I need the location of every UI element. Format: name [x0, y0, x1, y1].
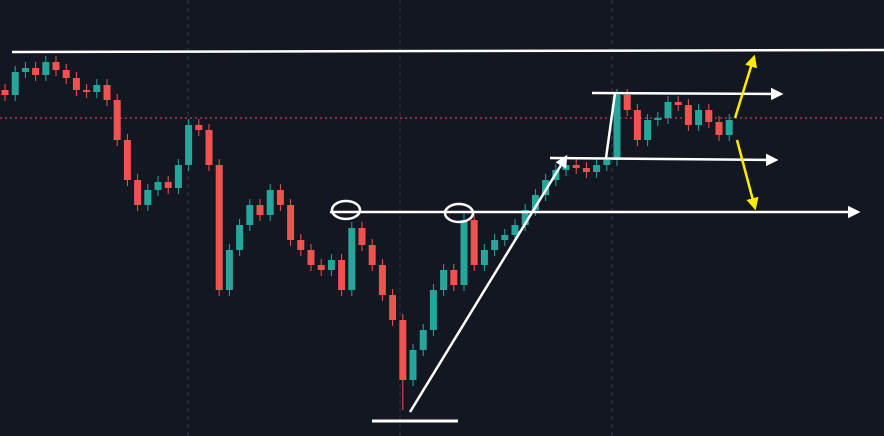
candle-body [654, 118, 662, 120]
candle-body [256, 205, 264, 215]
candle-body [644, 120, 652, 140]
candle-body [1, 90, 9, 95]
candle-body [164, 182, 172, 188]
candle-body [531, 195, 539, 210]
candle-body [134, 180, 142, 205]
up-arrow [733, 54, 757, 119]
candle-body [338, 260, 346, 290]
candle-body [633, 110, 641, 140]
candle-body [348, 228, 356, 290]
candle-body [470, 220, 478, 265]
candle-body [287, 205, 295, 240]
candle-body [440, 270, 448, 290]
candle-body [144, 190, 152, 205]
candle-body [480, 250, 488, 265]
candle-body [562, 165, 570, 170]
candle-body [225, 250, 233, 290]
level-arrow [549, 153, 779, 167]
candle-body [317, 265, 325, 270]
annotations [11, 48, 884, 423]
candle-body [42, 62, 50, 75]
candle-body [236, 225, 244, 250]
candle-body [664, 102, 672, 118]
candle-body [358, 228, 366, 245]
candle-body [113, 100, 121, 140]
candle-body [613, 95, 621, 160]
candle-body [185, 125, 193, 165]
candle-body [154, 182, 162, 190]
candle-body [623, 95, 631, 110]
candle-body [52, 62, 60, 70]
candle-body [368, 245, 376, 265]
marker-ellipse [330, 199, 362, 221]
breakout-line [604, 92, 617, 159]
projection-arrows [733, 54, 759, 211]
candle-body [603, 160, 611, 165]
resistance-line [11, 48, 884, 54]
candle-body [419, 330, 427, 350]
candle-body [195, 125, 203, 130]
marker-ellipse [443, 202, 475, 224]
candle-body [542, 180, 550, 195]
candle-body [582, 168, 590, 172]
candle-body [572, 165, 580, 168]
candle-body [307, 250, 315, 265]
candle-body [297, 240, 305, 250]
level-arrow [591, 87, 784, 101]
candle-body [684, 105, 692, 125]
candle-body [725, 120, 733, 135]
candle-body [593, 165, 601, 172]
candle-body [174, 165, 182, 188]
candle-body [327, 260, 335, 270]
candle-body [246, 205, 254, 225]
candle-body [705, 110, 713, 122]
candle-body [378, 265, 386, 295]
candle-body [205, 130, 213, 165]
candle-body [93, 85, 101, 92]
candle-body [715, 122, 723, 135]
trend-arrow [408, 154, 568, 413]
candle-body [409, 350, 417, 380]
candle-body [450, 270, 458, 285]
candle-body [276, 190, 284, 205]
candle-body [21, 68, 29, 72]
down-arrow [735, 139, 759, 211]
candle-body [429, 290, 437, 330]
candles [1, 56, 733, 410]
candle-body [491, 240, 499, 250]
candle-body [399, 320, 407, 380]
candle-body [389, 295, 397, 320]
candle-body [266, 190, 274, 215]
candle-body [215, 165, 223, 290]
candle-body [501, 235, 509, 240]
candle-body [62, 70, 70, 78]
candle-body [123, 140, 131, 180]
candle-body [83, 90, 91, 92]
candle-body [674, 102, 682, 105]
candle-body [11, 72, 19, 95]
candle-body [32, 68, 40, 75]
candle-body [460, 220, 468, 285]
candle-body [521, 210, 529, 225]
candle-body [695, 110, 703, 125]
candle-body [72, 78, 80, 90]
candle-body [511, 225, 519, 235]
candle-body [103, 85, 111, 100]
